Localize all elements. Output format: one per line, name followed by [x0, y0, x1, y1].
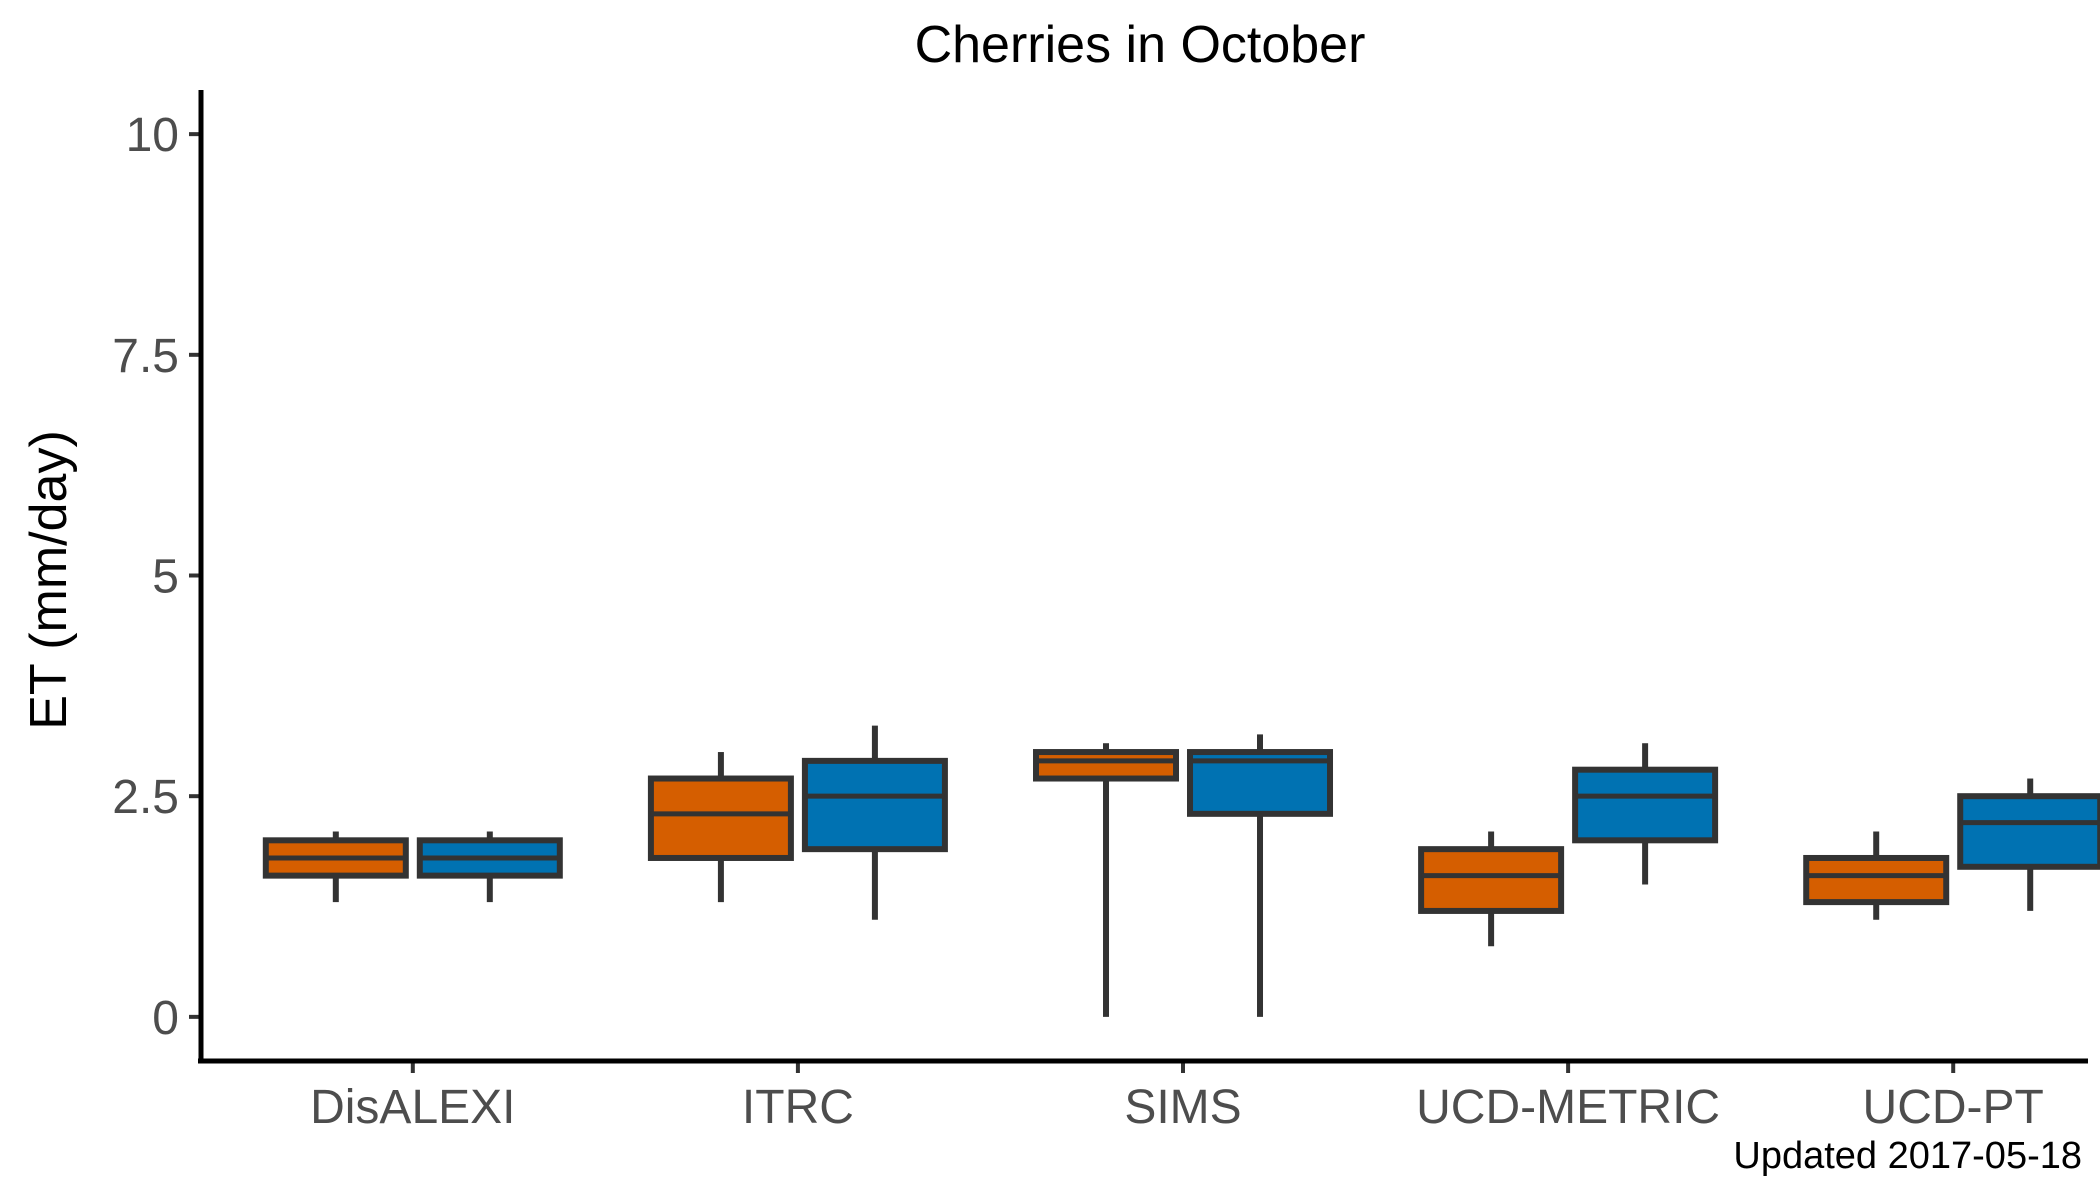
updated-footnote: Updated 2017-05-18	[1733, 1135, 2082, 1177]
y-tick-label: 7.5	[112, 330, 179, 383]
box-body	[1957, 793, 2100, 870]
box-itrc-series-1	[647, 752, 794, 903]
chart-title: Cherries in October	[915, 16, 1366, 74]
box-itrc-series-2	[801, 725, 948, 920]
box-disalexi-series-1	[262, 831, 409, 903]
x-tick-label: ITRC	[742, 1081, 854, 1134]
y-tick-label: 10	[126, 109, 179, 162]
box-body	[801, 757, 948, 853]
y-axis-label: ET (mm/day)	[20, 430, 78, 730]
y-axis-ticks: 0 2.5 5 7.5 10	[112, 109, 201, 1045]
box-ucd-metric-series-2	[1572, 743, 1719, 885]
y-tick-label: 0	[152, 992, 179, 1045]
box-disalexi-series-2	[416, 831, 563, 903]
box-sims-series-2	[1187, 734, 1334, 1017]
x-tick-label: UCD-PT	[1863, 1081, 2044, 1134]
box-body	[1803, 854, 1950, 906]
box-series	[262, 725, 2100, 1017]
y-tick-label: 5	[152, 551, 179, 604]
box-ucd-pt-series-1	[1803, 831, 1950, 920]
box-ucd-metric-series-1	[1418, 831, 1565, 947]
box-body	[1418, 846, 1565, 914]
x-axis-ticks: DisALEXI ITRC SIMS UCD-METRIC UCD-PT	[310, 1061, 2044, 1134]
y-tick-label: 2.5	[112, 771, 179, 824]
box-ucd-pt-series-2	[1957, 778, 2100, 911]
box-sims-series-1	[1033, 743, 1180, 1017]
box-body	[1572, 766, 1719, 844]
box-body	[1033, 749, 1180, 782]
x-tick-label: SIMS	[1124, 1081, 1241, 1134]
x-tick-label: DisALEXI	[310, 1081, 515, 1134]
box-body	[647, 775, 794, 861]
x-tick-label: UCD-METRIC	[1416, 1081, 1720, 1134]
